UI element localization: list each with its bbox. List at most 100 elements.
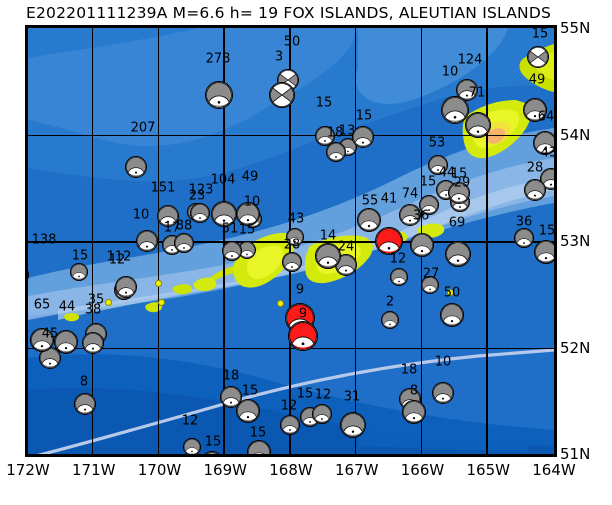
focal-mechanism[interactable] — [533, 131, 554, 155]
focal-mechanism[interactable] — [125, 156, 147, 178]
focal-mechanism[interactable] — [445, 241, 471, 267]
depth-label: 15 — [355, 108, 373, 124]
depth-label: 8 — [409, 383, 419, 399]
focal-mechanism[interactable] — [190, 203, 210, 223]
focal-mechanism[interactable] — [352, 126, 374, 148]
focal-mechanism[interactable] — [220, 386, 242, 408]
depth-label: 55 — [361, 193, 379, 209]
depth-label: 3 — [274, 49, 284, 65]
depth-label: 15 — [249, 425, 267, 441]
depth-label: 74 — [401, 186, 419, 202]
depth-label: 28 — [526, 160, 544, 176]
depth-label: 278 — [205, 51, 231, 67]
depth-label: 10 — [243, 194, 261, 210]
focal-mechanism[interactable] — [326, 142, 346, 162]
depth-label: 15 — [450, 166, 468, 182]
focal-mechanism[interactable] — [315, 243, 341, 269]
y-tick-52n: 52N — [560, 338, 591, 357]
focal-mechanism[interactable] — [440, 303, 464, 327]
focal-mechanism[interactable] — [54, 330, 78, 354]
focal-mechanism[interactable] — [402, 400, 426, 424]
x-tick-170w: 170W — [137, 461, 182, 479]
focal-mechanism[interactable] — [340, 412, 366, 438]
depth-label: 12 — [314, 387, 332, 403]
focal-mechanism[interactable] — [390, 268, 408, 286]
x-tick-167w: 167W — [335, 461, 379, 479]
focal-mechanism[interactable] — [136, 230, 158, 252]
focal-mechanism[interactable] — [286, 228, 304, 246]
focal-mechanism[interactable] — [399, 204, 421, 226]
depth-label: 15 — [296, 386, 314, 402]
focal-mechanism[interactable] — [115, 276, 137, 298]
focal-mechanism[interactable] — [205, 81, 233, 109]
focal-mechanism-highlight[interactable] — [288, 321, 318, 351]
depth-label: 12 — [389, 251, 407, 267]
depth-label: 35 — [87, 292, 105, 308]
focal-mechanism[interactable] — [157, 205, 179, 227]
gridline-lat-54n — [28, 134, 554, 136]
focal-mechanism[interactable] — [211, 201, 237, 227]
focal-mechanism[interactable] — [448, 182, 470, 204]
depth-label: 65 — [33, 297, 51, 313]
depth-label: 64 — [537, 109, 554, 125]
focal-mechanism[interactable] — [30, 328, 54, 352]
focal-mechanism[interactable] — [39, 347, 61, 369]
focal-mechanism[interactable] — [514, 228, 534, 248]
focal-mechanism[interactable] — [421, 276, 439, 294]
depth-label: 36 — [515, 214, 533, 230]
depth-label: 44 — [438, 165, 456, 181]
depth-label: 23 — [188, 188, 206, 204]
x-tick-166w: 166W — [400, 461, 445, 479]
focal-mechanism-highlight[interactable] — [375, 227, 403, 255]
focal-mechanism[interactable] — [432, 382, 454, 404]
depth-label: 43 — [540, 145, 554, 161]
depth-label: 51 — [221, 221, 239, 237]
focal-mechanism[interactable] — [174, 233, 194, 253]
gridline-lat-52n — [28, 347, 554, 349]
focal-mechanism[interactable] — [524, 179, 546, 201]
focal-mechanism[interactable] — [282, 252, 302, 272]
focal-mechanism[interactable] — [441, 96, 469, 124]
depth-label: 38 — [84, 302, 102, 318]
x-tick-165w: 165W — [466, 461, 510, 479]
focal-mechanism[interactable] — [74, 393, 96, 415]
focal-mechanism[interactable] — [523, 98, 547, 122]
depth-label: 207 — [130, 120, 156, 136]
focal-mechanism[interactable] — [534, 240, 554, 264]
depth-label: 124 — [457, 52, 483, 68]
depth-label: 41 — [380, 191, 398, 207]
focal-mechanism[interactable] — [236, 399, 260, 423]
focal-mechanism[interactable] — [419, 195, 439, 215]
focal-mechanism[interactable] — [428, 155, 448, 175]
depth-label: 9 — [295, 282, 305, 298]
focal-mechanism[interactable] — [312, 404, 332, 424]
depth-label: 2 — [385, 294, 395, 310]
focal-mechanism[interactable] — [410, 233, 434, 257]
depth-label: 50 — [283, 34, 301, 50]
depth-label: 88 — [175, 218, 193, 234]
depth-label: 15 — [238, 222, 256, 238]
focal-mechanism[interactable] — [82, 332, 104, 354]
depth-label: 14 — [319, 228, 337, 244]
focal-mechanism[interactable] — [456, 79, 478, 101]
depth-label: 10 — [441, 64, 459, 80]
focal-mechanism[interactable] — [269, 82, 295, 108]
depth-label: 12 — [181, 413, 199, 429]
page-title: E202201111239A M=6.6 h= 19 FOX ISLANDS, … — [26, 4, 552, 22]
focal-mechanism[interactable] — [465, 112, 491, 138]
focal-mechanism[interactable] — [280, 415, 300, 435]
depth-label: 15 — [315, 95, 333, 111]
focal-mechanism[interactable] — [236, 202, 260, 226]
focal-mechanism[interactable] — [357, 208, 381, 232]
depth-label: 24 — [337, 239, 355, 255]
focal-mechanism[interactable] — [381, 311, 399, 329]
depth-label: 151 — [150, 180, 176, 196]
focal-mechanism[interactable] — [183, 438, 201, 454]
focal-mechanism[interactable] — [527, 46, 549, 68]
focal-mechanism[interactable] — [222, 241, 242, 261]
focal-mechanism[interactable] — [247, 440, 271, 454]
depth-label: 15 — [538, 223, 554, 239]
focal-mechanism[interactable] — [315, 126, 335, 146]
x-tick-168w: 168W — [269, 461, 313, 479]
focal-mechanism[interactable] — [70, 263, 88, 281]
